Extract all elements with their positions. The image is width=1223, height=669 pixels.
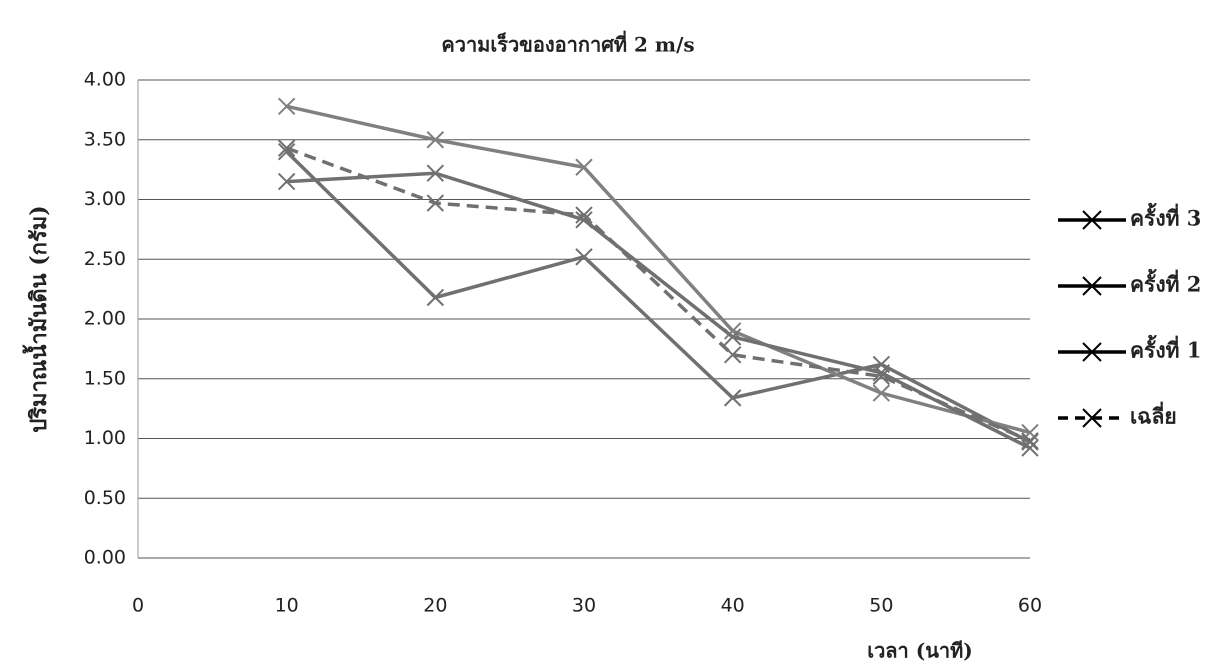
x-tick-label: 50 <box>869 595 893 617</box>
x-tick-label: 10 <box>275 595 299 617</box>
x-tick-label: 30 <box>572 595 596 617</box>
x-tick-label: 20 <box>423 595 447 617</box>
y-tick-label: 3.00 <box>84 188 126 210</box>
legend-label: ครั้งที่ 1 <box>1130 335 1201 363</box>
x-axis-label: เวลา (นาที) <box>867 639 973 663</box>
y-tick-label: 1.00 <box>84 427 126 449</box>
data-point <box>427 195 443 211</box>
y-tick-label: 4.00 <box>84 69 126 91</box>
chart-title: ความเร็วของอากาศที่ 2 m/s <box>441 30 694 57</box>
x-tick-label: 40 <box>721 595 745 617</box>
y-tick-label: 1.50 <box>84 367 126 389</box>
legend-label: ครั้งที่ 3 <box>1130 203 1201 231</box>
marker-stroke <box>427 195 443 211</box>
y-tick-label: 2.50 <box>84 248 126 270</box>
series-line <box>287 148 1030 441</box>
x-tick-label: 0 <box>132 595 144 617</box>
y-tick-label: 3.50 <box>84 128 126 150</box>
y-tick-label: 0.00 <box>84 547 126 569</box>
chart: ความเร็วของอากาศที่ 2 m/s เวลา (นาที) ปร… <box>0 0 1223 669</box>
series-line <box>287 173 1030 448</box>
y-axis-label: ปริมาณน้ำมันดิน (กรัม) <box>22 205 52 432</box>
y-tick-label: 2.00 <box>84 308 126 330</box>
series-line <box>287 152 1030 442</box>
y-tick-label: 0.50 <box>84 487 126 509</box>
legend-label: เฉลี่ย <box>1130 401 1177 429</box>
legend-label: ครั้งที่ 2 <box>1130 269 1201 297</box>
x-tick-label: 60 <box>1018 595 1042 617</box>
